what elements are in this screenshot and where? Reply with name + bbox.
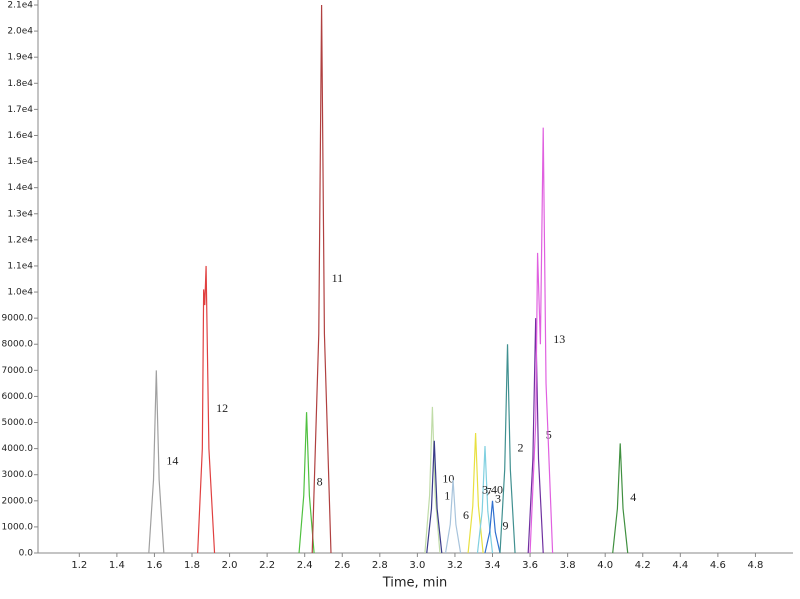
- y-tick-label: 1.4e4: [7, 183, 33, 193]
- peak-line: [197, 265, 216, 554]
- y-tick-label: 2000.0: [2, 496, 34, 506]
- x-tick-label: 1.6: [146, 560, 162, 571]
- x-tick-label: 4.0: [597, 560, 613, 571]
- y-tick-label: 1000.0: [2, 522, 34, 532]
- x-tick-label: 1.2: [71, 560, 87, 571]
- peak-label: 1: [444, 489, 450, 503]
- y-tick-label: 1.2e4: [7, 235, 33, 245]
- peak-line: [612, 443, 629, 554]
- y-tick-label: 1.8e4: [7, 79, 33, 89]
- peak-line: [527, 318, 544, 554]
- peak-label: 12: [216, 401, 228, 415]
- y-tick-label: 3000.0: [2, 470, 34, 480]
- peak-line: [444, 479, 462, 554]
- y-tick-label: 1.5e4: [7, 157, 33, 167]
- x-tick-label: 2.6: [334, 560, 350, 571]
- x-tick-label: 3.8: [560, 560, 576, 571]
- x-tick-label: 1.8: [184, 560, 200, 571]
- y-tick-label: 5000.0: [2, 418, 34, 428]
- peak-label: 11: [332, 271, 344, 285]
- peak-label: 13: [553, 332, 565, 346]
- x-tick-label: 4.2: [635, 560, 651, 571]
- x-tick-label: 4.8: [747, 560, 763, 571]
- x-tick-label: 2.0: [222, 560, 238, 571]
- peak-label: 6: [463, 508, 469, 522]
- x-tick-label: 2.2: [259, 560, 275, 571]
- y-tick-label: 0.0: [19, 549, 34, 559]
- y-tick-label: 7000.0: [2, 366, 34, 376]
- y-tick-label: 1.0e4: [7, 288, 33, 298]
- x-axis-label: Time, min: [382, 576, 448, 591]
- x-tick-label: 4.6: [710, 560, 726, 571]
- peak-line: [424, 406, 441, 554]
- peak-line: [298, 412, 315, 554]
- peak-line: [476, 445, 494, 554]
- y-tick-label: 6000.0: [2, 392, 34, 402]
- peak-label: 9: [503, 519, 509, 533]
- apex-label: 3.40: [482, 483, 503, 497]
- peak-label: 3: [495, 491, 501, 505]
- peak-line: [426, 440, 443, 554]
- y-tick-label: 1.1e4: [7, 261, 33, 271]
- x-tick-label: 3.2: [447, 560, 463, 571]
- peak-label: 4: [630, 490, 636, 504]
- y-tick-label: 4000.0: [2, 444, 34, 454]
- peak-label: 7: [486, 485, 492, 499]
- peak-label: 10: [442, 472, 454, 486]
- y-tick-label: 1.6e4: [7, 131, 33, 141]
- peak-line: [467, 432, 484, 554]
- y-tick-label: 1.7e4: [7, 105, 33, 115]
- x-tick-label: 3.6: [522, 560, 538, 571]
- peak-label: 5: [546, 427, 552, 441]
- x-tick-label: 3.0: [409, 560, 425, 571]
- peak-line: [311, 4, 332, 554]
- x-tick-label: 1.4: [109, 560, 125, 571]
- y-tick-label: 8000.0: [2, 340, 34, 350]
- x-tick-label: 3.4: [485, 560, 501, 571]
- x-tick-label: 4.4: [672, 560, 688, 571]
- y-tick-label: 2.1e4: [7, 1, 33, 11]
- peak-label: 2: [518, 440, 524, 454]
- peak-line: [499, 344, 516, 554]
- peak-line: [148, 370, 165, 554]
- peak-label: 14: [166, 453, 178, 467]
- x-tick-label: 2.4: [297, 560, 313, 571]
- x-tick-label: 2.8: [372, 560, 388, 571]
- y-tick-label: 9000.0: [2, 314, 34, 324]
- y-tick-label: 1.9e4: [7, 53, 33, 63]
- peak-label: 8: [317, 474, 323, 488]
- peak-line: [484, 500, 501, 554]
- y-tick-label: 1.3e4: [7, 209, 33, 219]
- peak-line: [529, 127, 554, 554]
- y-tick-label: 2.0e4: [7, 27, 33, 37]
